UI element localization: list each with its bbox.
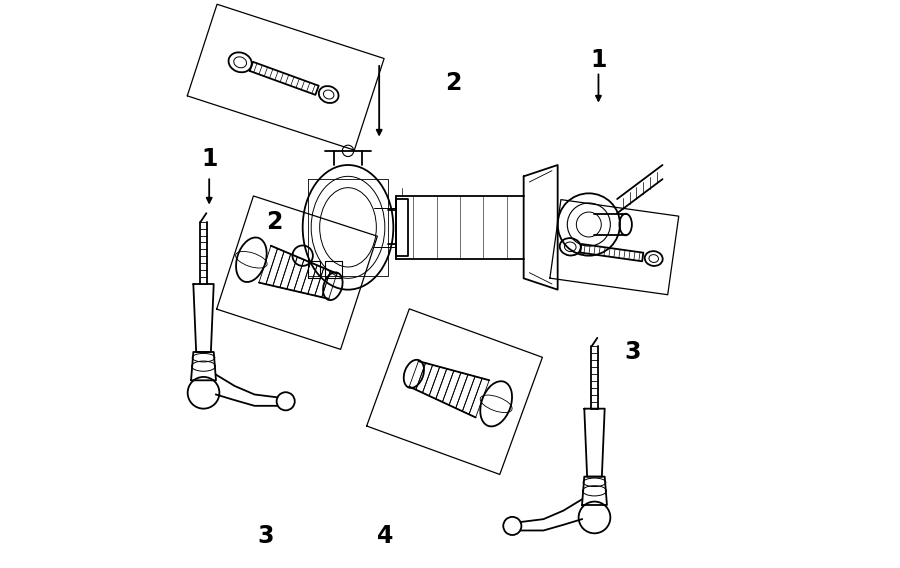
Text: 4: 4 <box>377 524 393 548</box>
Text: 3: 3 <box>257 524 274 548</box>
Text: 1: 1 <box>201 147 218 172</box>
Text: 1: 1 <box>590 48 607 72</box>
Text: 3: 3 <box>625 340 642 364</box>
Text: 2: 2 <box>266 210 283 233</box>
Text: 2: 2 <box>445 71 461 95</box>
